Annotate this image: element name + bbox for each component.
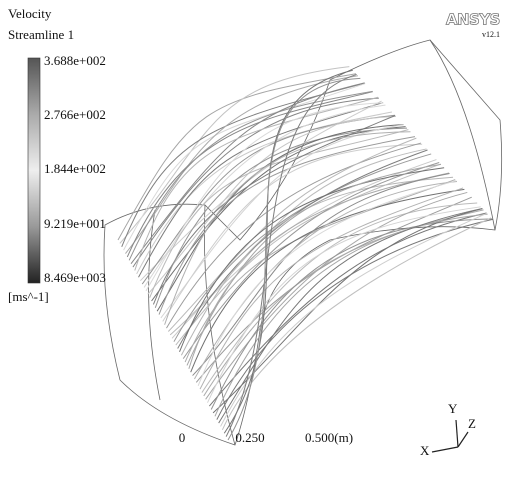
logo-version: v12.1 (482, 30, 500, 39)
legend-label: 2.766e+002 (44, 107, 106, 122)
streamline (200, 188, 463, 389)
streamline (144, 105, 385, 287)
axis-triad (432, 420, 468, 452)
triad-label: Y (448, 401, 458, 416)
streamline (204, 210, 484, 396)
triad-label: Z (468, 416, 476, 431)
streamline-model (104, 40, 502, 445)
streamline (198, 181, 456, 386)
triad-label: X (420, 443, 430, 458)
color-bar (28, 58, 40, 283)
legend-label: 3.688e+002 (44, 53, 106, 68)
scale-label: 0.250 (235, 430, 264, 445)
viewport: Velocity Streamline 1 3.688e+002 2.766e+… (0, 0, 506, 477)
legend-unit: [ms^-1] (8, 289, 49, 304)
scale-label: 0.500(m) (305, 430, 353, 445)
streamline (193, 174, 450, 376)
legend-label: 9.219e+001 (44, 216, 106, 231)
scale-label: 0 (179, 430, 186, 445)
streamline (187, 164, 441, 365)
legend-label: 1.844e+002 (44, 161, 106, 176)
legend-subtitle: Streamline 1 (8, 27, 74, 42)
triad-arrow (456, 420, 458, 447)
triad-arrow (458, 432, 468, 447)
legend-title: Velocity (8, 6, 52, 21)
triad-arrow (432, 447, 458, 452)
logo: ANSYS (446, 11, 500, 29)
streamline (181, 177, 453, 355)
legend-label: 8.469e+003 (44, 270, 106, 285)
streamline (122, 83, 365, 247)
